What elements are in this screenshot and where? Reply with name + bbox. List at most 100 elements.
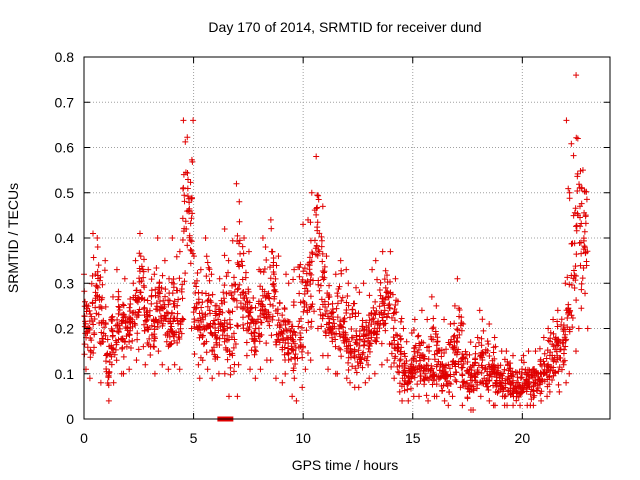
data-point [159, 322, 166, 329]
data-point [237, 250, 244, 257]
data-point [322, 328, 329, 335]
data-point [571, 284, 578, 291]
data-point [447, 320, 454, 327]
data-point [433, 381, 440, 388]
data-point [345, 349, 352, 356]
data-point [291, 266, 298, 273]
data-point [181, 278, 188, 285]
data-point [180, 117, 187, 124]
data-point [207, 324, 214, 331]
data-point [219, 309, 226, 316]
data-point [221, 370, 228, 377]
data-point [291, 340, 298, 347]
data-point [190, 117, 197, 124]
data-point [215, 316, 222, 323]
data-point [357, 359, 364, 366]
data-point [110, 345, 117, 352]
data-point [191, 351, 198, 358]
data-point [392, 275, 399, 282]
x-tick-label: 0 [80, 430, 88, 446]
data-point [328, 329, 335, 336]
data-point [205, 292, 212, 299]
data-point [323, 253, 330, 260]
data-point [355, 351, 362, 358]
y-tick-label: 0.5 [55, 185, 75, 201]
data-point [154, 303, 161, 310]
data-point [145, 326, 152, 333]
data-point [435, 358, 442, 365]
data-point [321, 298, 328, 305]
data-point [221, 299, 228, 306]
data-point [115, 293, 122, 300]
data-point [83, 302, 90, 309]
data-point [246, 309, 253, 316]
data-point [504, 388, 511, 395]
data-point [382, 284, 389, 291]
data-point [169, 290, 176, 297]
data-point [543, 355, 550, 362]
data-point [318, 323, 325, 330]
data-point [421, 370, 428, 377]
data-point [377, 320, 384, 327]
data-point [146, 335, 153, 342]
data-point [486, 397, 493, 404]
data-point [171, 337, 178, 344]
data-point [365, 361, 372, 368]
data-point [126, 316, 133, 323]
data-point [125, 331, 132, 338]
data-point [474, 334, 481, 341]
data-point [192, 290, 199, 297]
data-point [558, 316, 565, 323]
data-point [353, 341, 360, 348]
data-point [388, 340, 395, 347]
data-point [179, 295, 186, 302]
data-point [401, 381, 408, 388]
data-point [546, 388, 553, 395]
data-point [554, 318, 561, 325]
data-point [356, 289, 363, 296]
data-point [410, 370, 417, 377]
data-point [462, 348, 469, 355]
data-point [504, 402, 511, 409]
data-point [156, 288, 163, 295]
data-point [161, 257, 168, 264]
data-point [492, 388, 499, 395]
data-point [148, 287, 155, 294]
data-point [181, 192, 188, 199]
data-point [334, 300, 341, 307]
data-point [109, 327, 116, 334]
data-point [209, 291, 216, 298]
data-point [251, 351, 258, 358]
data-point [428, 293, 435, 300]
data-point [95, 262, 102, 269]
data-point [476, 307, 483, 314]
data-point [335, 325, 342, 332]
data-point [401, 377, 408, 384]
data-point [417, 357, 424, 364]
data-point [182, 138, 189, 145]
data-point [441, 316, 448, 323]
data-point [307, 281, 314, 288]
data-point [458, 314, 465, 321]
data-point [499, 382, 506, 389]
data-point [414, 381, 421, 388]
data-point [292, 354, 299, 361]
data-point [462, 383, 469, 390]
data-point [386, 301, 393, 308]
data-point [160, 297, 167, 304]
data-point [459, 355, 466, 362]
data-point [366, 317, 373, 324]
data-point [329, 309, 336, 316]
data-point [270, 280, 277, 287]
data-point [211, 329, 218, 336]
data-point [337, 333, 344, 340]
data-point [189, 210, 196, 217]
data-point [378, 340, 385, 347]
data-point [289, 393, 296, 400]
data-point [325, 366, 332, 373]
data-point [466, 366, 473, 373]
data-point [158, 317, 165, 324]
data-point [84, 305, 91, 312]
data-point [283, 271, 290, 278]
data-point [225, 269, 232, 276]
